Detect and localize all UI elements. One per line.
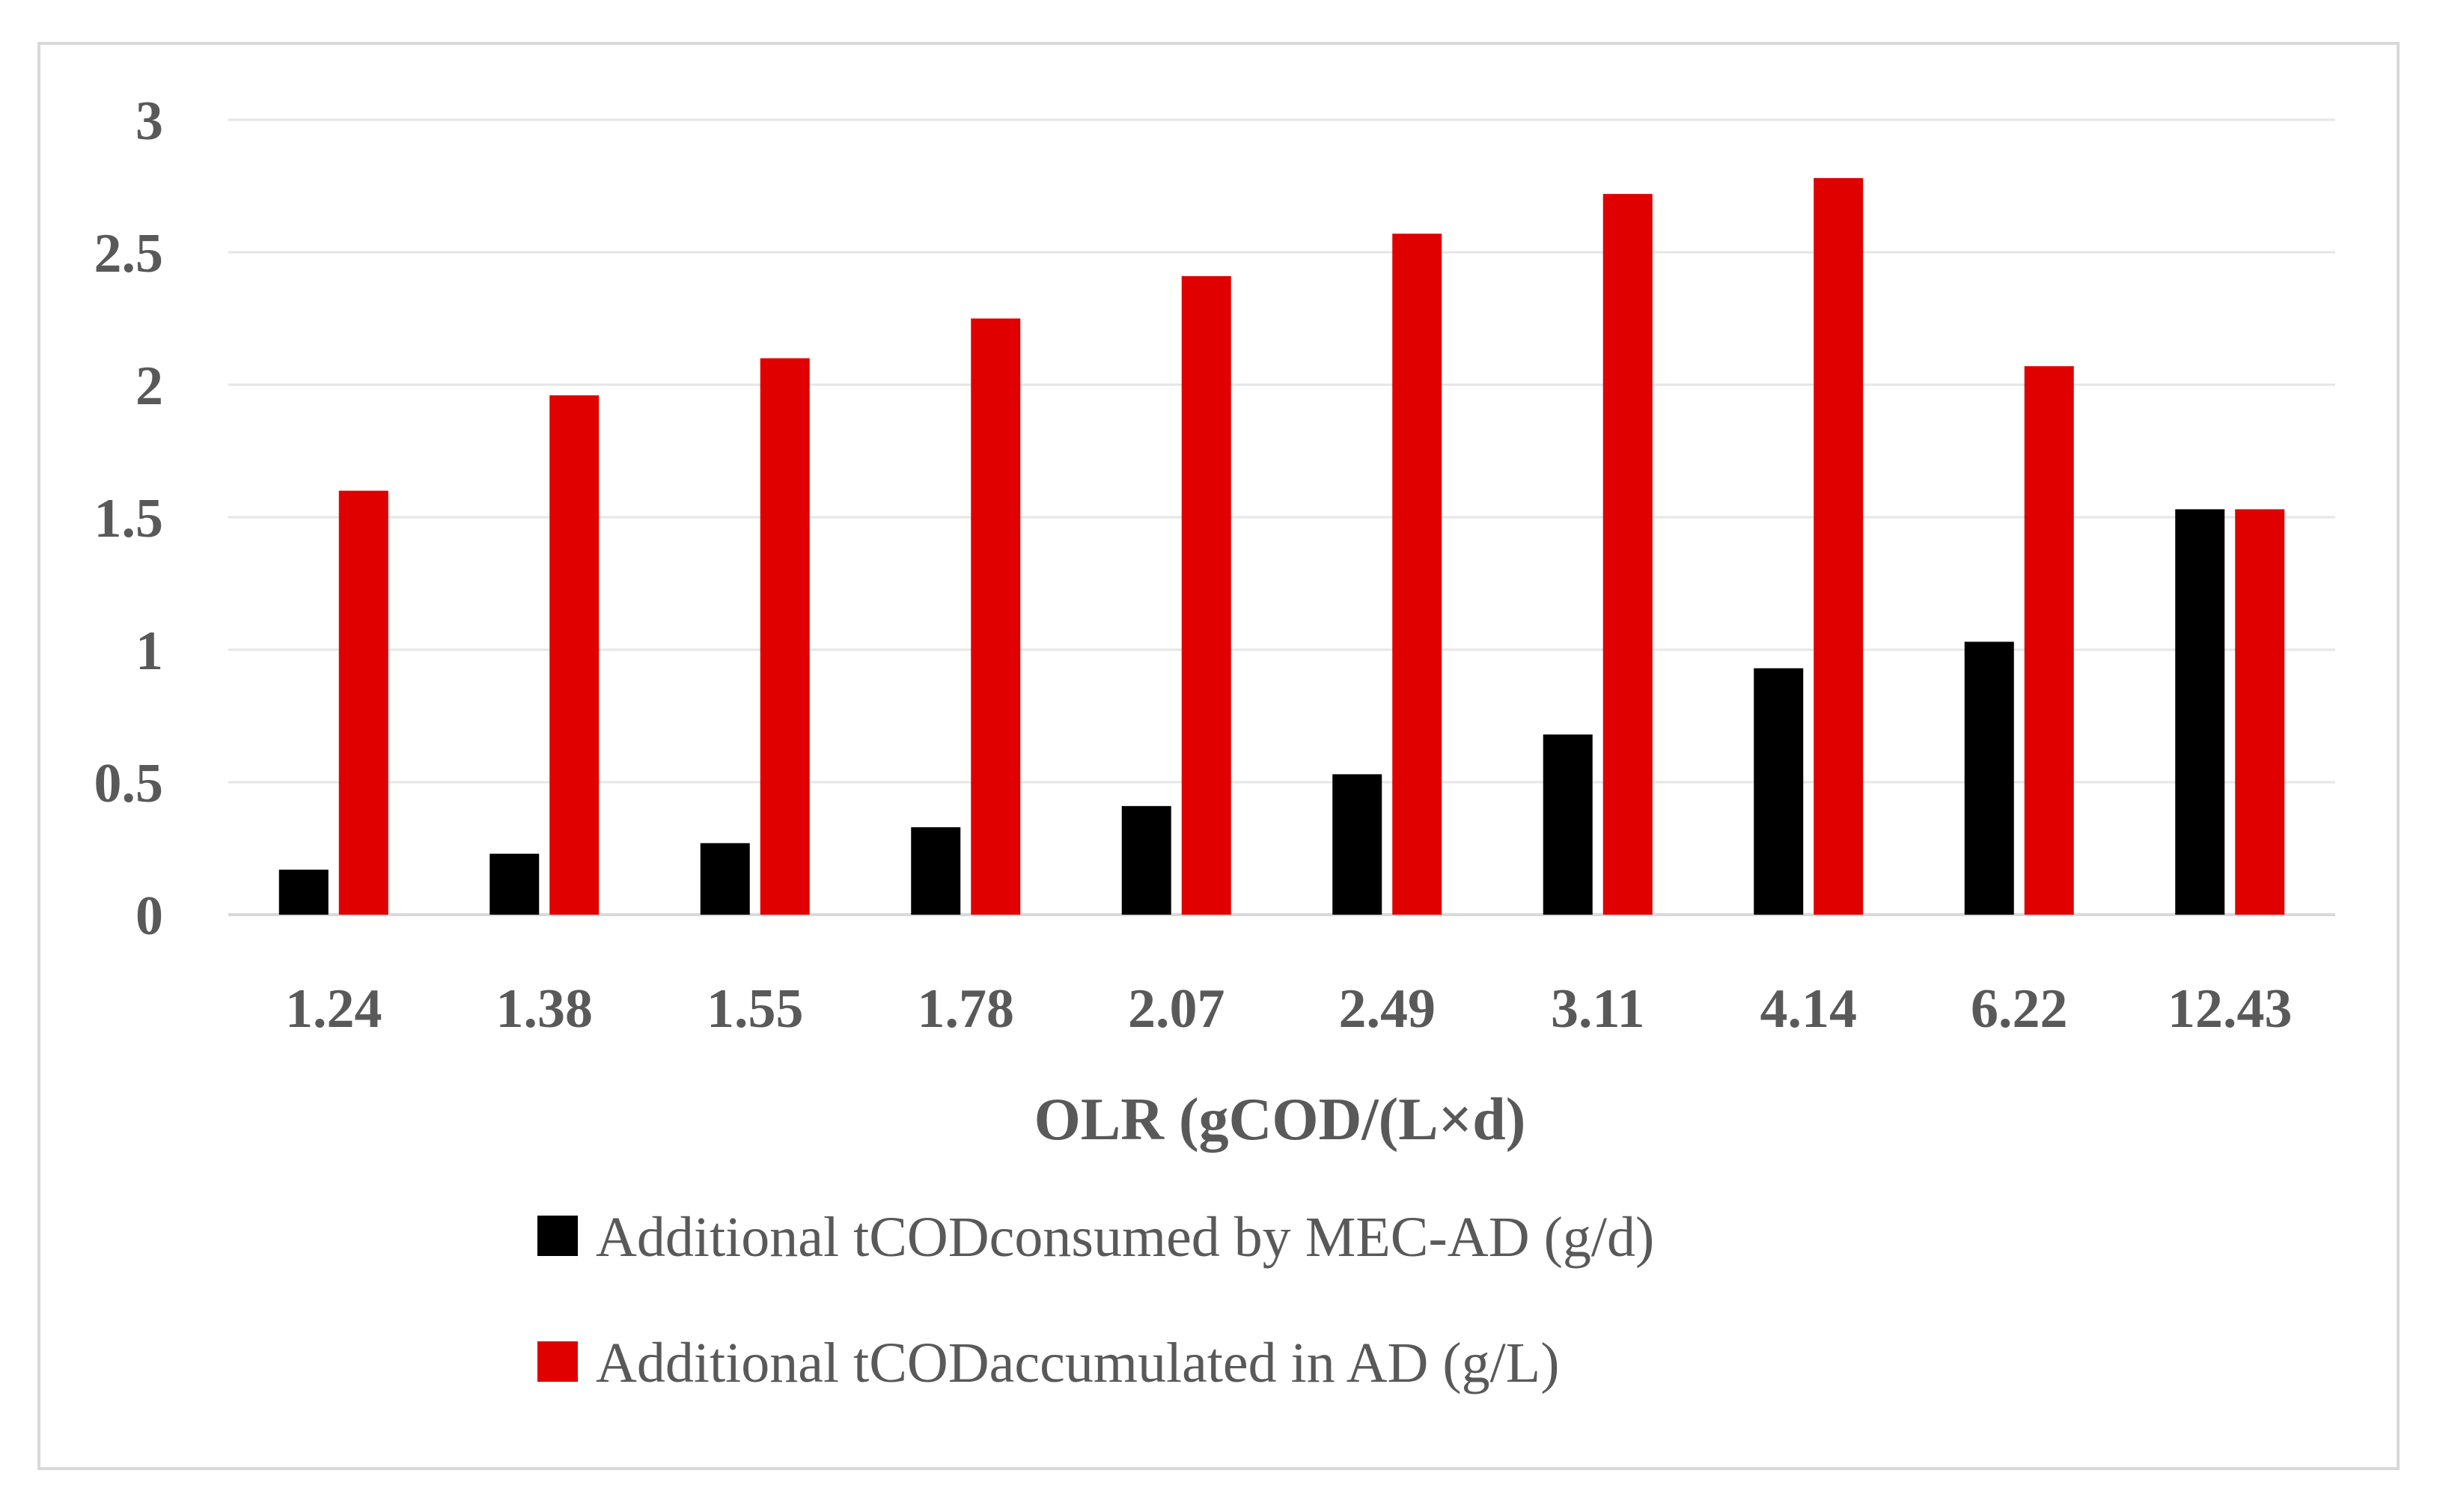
bar-ad-accumulated [1392, 234, 1442, 915]
bar-ad-accumulated [2235, 509, 2285, 915]
x-tick-label: 1.38 [496, 978, 594, 1040]
y-tick-label: 3 [135, 91, 163, 152]
bar-ad-accumulated [760, 358, 810, 915]
bars [278, 177, 2285, 915]
bar-mec-ad-consumed [1332, 774, 1382, 915]
bar-mec-ad-consumed [278, 869, 329, 915]
x-tick-label: 4.14 [1760, 978, 1858, 1040]
bar-mec-ad-consumed [1543, 734, 1593, 915]
bar-mec-ad-consumed [1964, 641, 2014, 915]
y-tick-label: 0.5 [94, 753, 164, 814]
x-tick-label: 1.78 [918, 978, 1015, 1040]
x-tick-label: 12.43 [2168, 978, 2293, 1040]
y-tick-label: 1.5 [94, 488, 164, 549]
bar-ad-accumulated [1181, 275, 1231, 915]
bar-ad-accumulated [338, 490, 388, 915]
y-tick-label: 1 [135, 621, 163, 682]
y-tick-label: 0 [135, 885, 163, 947]
bar-mec-ad-consumed [2175, 509, 2225, 915]
bar-mec-ad-consumed [1754, 668, 1804, 915]
bar-ad-accumulated [1602, 194, 1653, 915]
x-axis-title: OLR (gCOD/(L×d) [1034, 1087, 1526, 1153]
bar-mec-ad-consumed [1121, 805, 1171, 915]
bar-ad-accumulated [549, 395, 600, 915]
bar-mec-ad-consumed [700, 843, 750, 915]
bar-mec-ad-consumed [911, 827, 961, 915]
y-tick-label: 2.5 [94, 223, 164, 284]
x-tick-label: 1.55 [707, 978, 804, 1040]
x-tick-label: 3.11 [1551, 978, 1644, 1040]
x-tick-labels: 1.24 1.38 1.55 1.78 2.07 2.49 3.11 4.14 6.22 12.4… [285, 978, 2293, 1040]
bar-ad-accumulated [971, 318, 1021, 915]
y-tick-label: 2 [135, 356, 163, 417]
bar-ad-accumulated [2024, 366, 2074, 915]
x-tick-label: 2.49 [1339, 978, 1436, 1040]
legend-swatch [537, 1341, 578, 1382]
legend-label: Additional tCODaccumulated in AD (g/L) [596, 1332, 1560, 1394]
x-tick-label: 1.24 [285, 978, 382, 1040]
legend-swatch [537, 1216, 578, 1256]
legend-label: Additional tCODconsumed by MEC-AD (g/d) [596, 1206, 1654, 1269]
x-tick-label: 2.07 [1128, 978, 1225, 1040]
bar-mec-ad-consumed [489, 853, 540, 915]
bar-ad-accumulated [1814, 177, 1864, 915]
x-tick-label: 6.22 [1971, 978, 2068, 1040]
y-tick-labels: 0 0.5 1 1.5 2 2.5 3 [94, 91, 164, 947]
legend: Additional tCODconsumed by MEC-AD (g/d) A… [537, 1206, 1654, 1394]
gridlines [228, 118, 2335, 916]
